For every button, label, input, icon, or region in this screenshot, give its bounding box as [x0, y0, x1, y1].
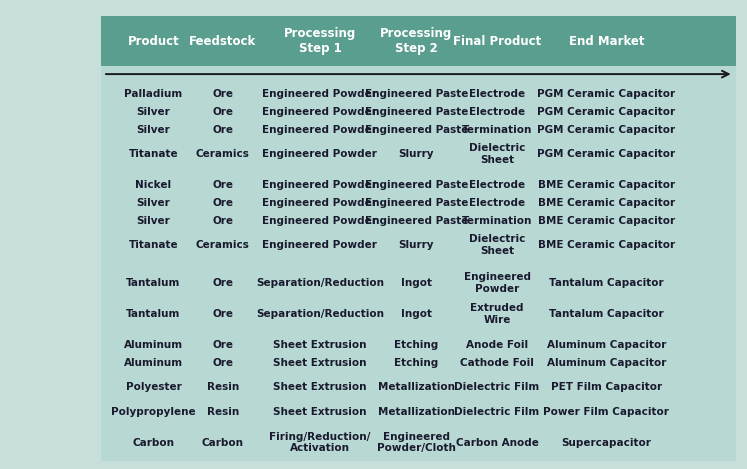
Text: PGM Ceramic Capacitor: PGM Ceramic Capacitor — [537, 89, 675, 99]
Text: Sheet Extrusion: Sheet Extrusion — [273, 340, 367, 350]
Text: BME Ceramic Capacitor: BME Ceramic Capacitor — [538, 240, 675, 250]
Text: Carbon: Carbon — [132, 438, 175, 448]
Text: Electrode: Electrode — [469, 107, 525, 117]
Text: Engineered Powder: Engineered Powder — [262, 149, 377, 159]
Text: Silver: Silver — [137, 216, 170, 226]
Text: Carbon: Carbon — [202, 438, 244, 448]
Text: Tantalum Capacitor: Tantalum Capacitor — [549, 309, 663, 319]
Text: Firing/Reduction/
Activation: Firing/Reduction/ Activation — [269, 432, 371, 454]
Text: Ceramics: Ceramics — [196, 240, 249, 250]
Text: PGM Ceramic Capacitor: PGM Ceramic Capacitor — [537, 107, 675, 117]
Text: Aluminum Capacitor: Aluminum Capacitor — [547, 358, 666, 368]
Text: Anode Foil: Anode Foil — [466, 340, 528, 350]
Text: Tantalum: Tantalum — [126, 309, 181, 319]
Text: Palladium: Palladium — [125, 89, 183, 99]
Text: Engineered Powder: Engineered Powder — [262, 240, 377, 250]
Text: Engineered Powder: Engineered Powder — [262, 198, 377, 208]
Text: Etching: Etching — [394, 358, 438, 368]
Text: Supercapacitor: Supercapacitor — [561, 438, 651, 448]
Text: Dielectric
Sheet: Dielectric Sheet — [469, 143, 525, 165]
Text: Silver: Silver — [137, 107, 170, 117]
Text: Ore: Ore — [212, 180, 233, 190]
Text: Electrode: Electrode — [469, 198, 525, 208]
Text: Dielectric Film: Dielectric Film — [454, 382, 539, 392]
Text: BME Ceramic Capacitor: BME Ceramic Capacitor — [538, 198, 675, 208]
Text: Tantalum: Tantalum — [126, 278, 181, 288]
Text: Polyester: Polyester — [125, 382, 182, 392]
Text: Silver: Silver — [137, 125, 170, 135]
Text: Ore: Ore — [212, 89, 233, 99]
Text: Ore: Ore — [212, 340, 233, 350]
Text: Aluminum: Aluminum — [124, 340, 183, 350]
Text: Ore: Ore — [212, 107, 233, 117]
Text: Engineered Paste: Engineered Paste — [365, 107, 468, 117]
Text: PGM Ceramic Capacitor: PGM Ceramic Capacitor — [537, 125, 675, 135]
Text: Separation/Reduction: Separation/Reduction — [256, 278, 384, 288]
Text: Engineered Paste: Engineered Paste — [365, 89, 468, 99]
Text: Termination: Termination — [462, 125, 533, 135]
Text: Processing
Step 2: Processing Step 2 — [380, 27, 453, 55]
Text: Metallization: Metallization — [378, 407, 455, 416]
Text: Resin: Resin — [207, 407, 239, 416]
Bar — [101, 66, 736, 461]
Text: Product: Product — [128, 35, 179, 47]
Text: Nickel: Nickel — [135, 180, 172, 190]
Text: Termination: Termination — [462, 216, 533, 226]
Text: PET Film Capacitor: PET Film Capacitor — [551, 382, 662, 392]
Text: Engineered Paste: Engineered Paste — [365, 125, 468, 135]
Bar — [101, 16, 736, 66]
Text: BME Ceramic Capacitor: BME Ceramic Capacitor — [538, 180, 675, 190]
Text: Cathode Foil: Cathode Foil — [460, 358, 534, 368]
Text: Final Product: Final Product — [453, 35, 541, 47]
Text: Engineered Powder: Engineered Powder — [262, 89, 377, 99]
Text: Engineered Powder: Engineered Powder — [262, 125, 377, 135]
Text: Engineered Paste: Engineered Paste — [365, 198, 468, 208]
Text: Processing
Step 1: Processing Step 1 — [284, 27, 356, 55]
Text: Aluminum: Aluminum — [124, 358, 183, 368]
Text: Ingot: Ingot — [401, 278, 432, 288]
Text: Feedstock: Feedstock — [189, 35, 256, 47]
Text: Electrode: Electrode — [469, 180, 525, 190]
Text: PGM Ceramic Capacitor: PGM Ceramic Capacitor — [537, 149, 675, 159]
Text: Sheet Extrusion: Sheet Extrusion — [273, 358, 367, 368]
Text: Engineered Powder: Engineered Powder — [262, 216, 377, 226]
Text: Etching: Etching — [394, 340, 438, 350]
Text: Engineered
Powder/Cloth: Engineered Powder/Cloth — [377, 432, 456, 454]
Text: Engineered Powder: Engineered Powder — [262, 180, 377, 190]
Text: Ore: Ore — [212, 216, 233, 226]
Text: Ore: Ore — [212, 358, 233, 368]
Text: Metallization: Metallization — [378, 382, 455, 392]
Text: Carbon Anode: Carbon Anode — [456, 438, 539, 448]
Text: Slurry: Slurry — [399, 149, 434, 159]
Text: Tantalum Capacitor: Tantalum Capacitor — [549, 278, 663, 288]
Text: Dielectric Film: Dielectric Film — [454, 407, 539, 416]
Text: Titanate: Titanate — [128, 149, 179, 159]
Text: Ore: Ore — [212, 309, 233, 319]
Text: Ceramics: Ceramics — [196, 149, 249, 159]
Text: Silver: Silver — [137, 198, 170, 208]
Text: Dielectric
Sheet: Dielectric Sheet — [469, 234, 525, 256]
Text: Polypropylene: Polypropylene — [111, 407, 196, 416]
Text: Ore: Ore — [212, 278, 233, 288]
Text: Extruded
Wire: Extruded Wire — [471, 303, 524, 325]
Text: Sheet Extrusion: Sheet Extrusion — [273, 382, 367, 392]
Text: Resin: Resin — [207, 382, 239, 392]
Text: Slurry: Slurry — [399, 240, 434, 250]
Text: Power Film Capacitor: Power Film Capacitor — [543, 407, 669, 416]
Text: Separation/Reduction: Separation/Reduction — [256, 309, 384, 319]
Text: Ore: Ore — [212, 125, 233, 135]
Text: Ore: Ore — [212, 198, 233, 208]
Text: Sheet Extrusion: Sheet Extrusion — [273, 407, 367, 416]
Text: Aluminum Capacitor: Aluminum Capacitor — [547, 340, 666, 350]
Text: Engineered Paste: Engineered Paste — [365, 180, 468, 190]
Text: Titanate: Titanate — [128, 240, 179, 250]
Text: BME Ceramic Capacitor: BME Ceramic Capacitor — [538, 216, 675, 226]
Text: Engineered Paste: Engineered Paste — [365, 216, 468, 226]
Text: End Market: End Market — [568, 35, 644, 47]
Text: Electrode: Electrode — [469, 89, 525, 99]
Text: Engineered
Powder: Engineered Powder — [464, 272, 530, 294]
Text: Engineered Powder: Engineered Powder — [262, 107, 377, 117]
Text: Ingot: Ingot — [401, 309, 432, 319]
